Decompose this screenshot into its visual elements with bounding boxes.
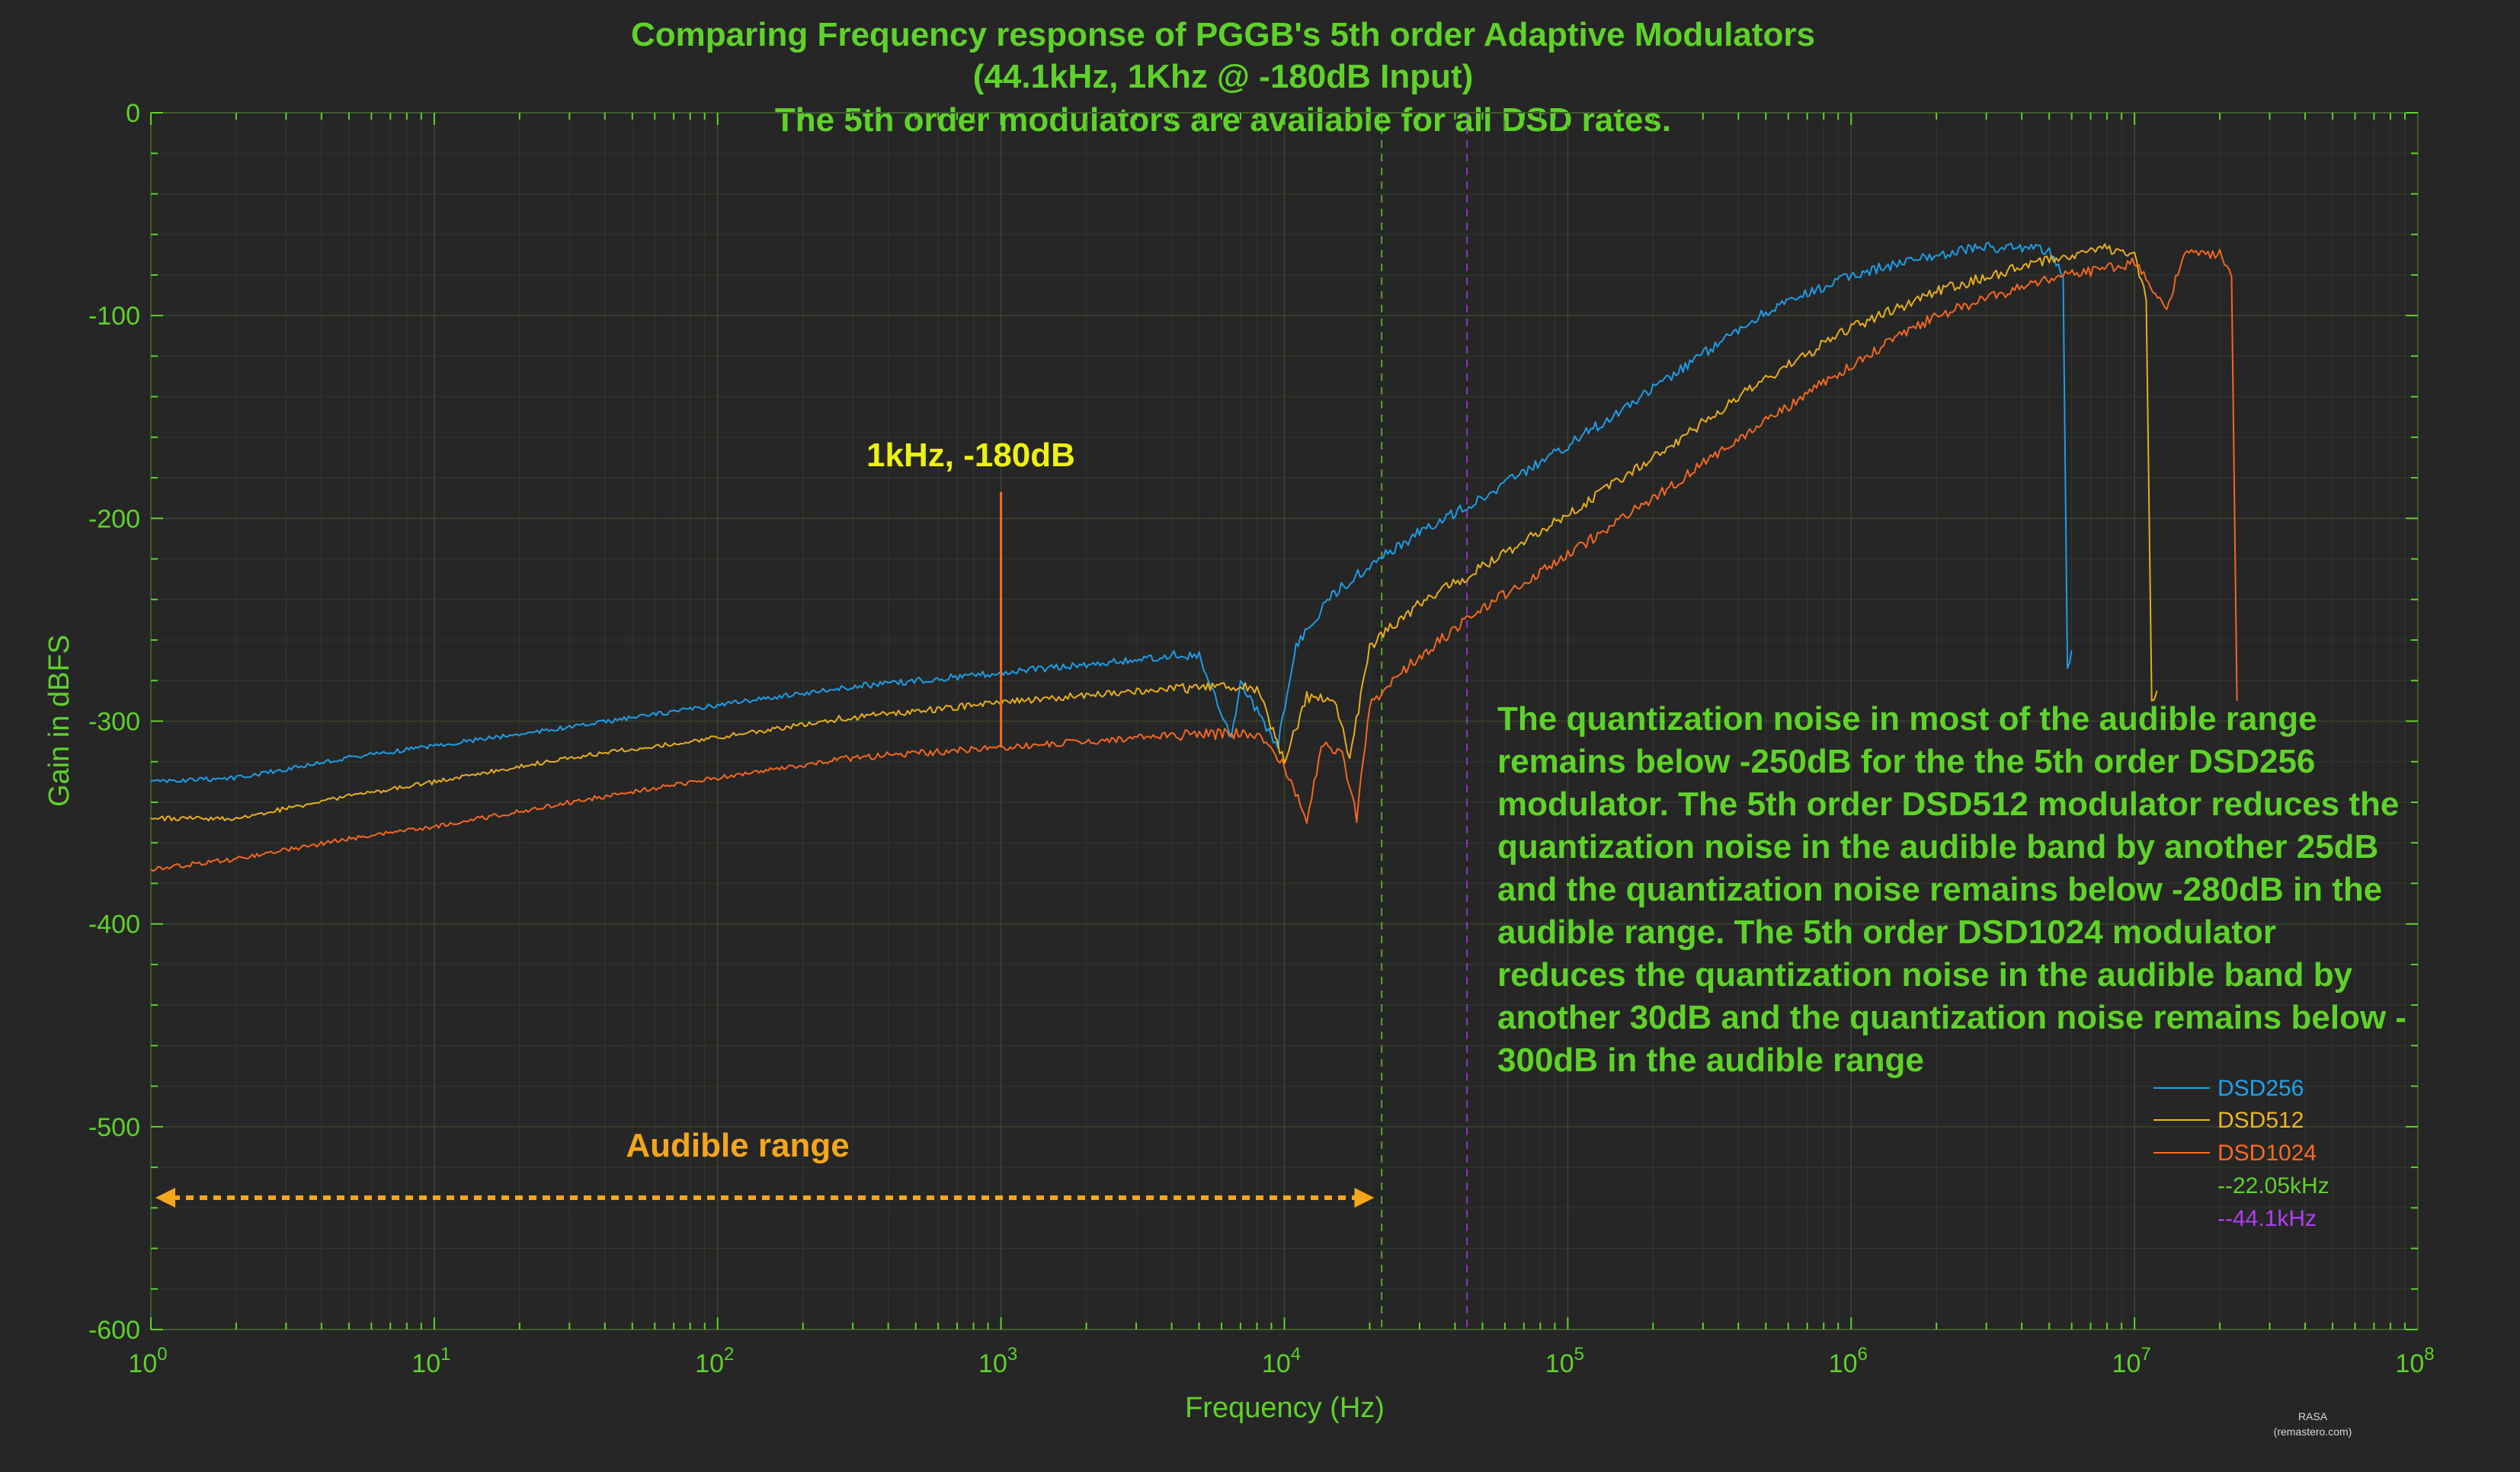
series-dsd1024-line (150, 248, 2238, 872)
chart-title-line-3: The 5th order modulators are available f… (775, 101, 1671, 139)
x-tick-label: 108 (2395, 1344, 2434, 1378)
paragraph-line: another 30dB and the quantization noise … (1497, 999, 2406, 1036)
credit-name: RASA (2298, 1410, 2328, 1422)
x-tick-label: 103 (978, 1344, 1017, 1378)
x-tick-label: 101 (411, 1344, 450, 1378)
series-dsd256-line (150, 242, 2073, 783)
x-tick-label: 104 (1262, 1344, 1301, 1378)
y-axis-label: Gain in dBFS (43, 635, 75, 807)
paragraph-line: 300dB in the audible range (1497, 1042, 1924, 1079)
paragraph-line: reduces the quantization noise in the au… (1497, 956, 2353, 994)
legend-label-dsd1024: DSD1024 (2217, 1141, 2317, 1166)
y-tick-label: -200 (88, 504, 140, 533)
x-tick-label: 100 (128, 1344, 167, 1378)
paragraph-line: modulator. The 5th order DSD512 modulato… (1497, 786, 2399, 823)
credit-site: (remastero.com) (2274, 1426, 2352, 1438)
legend-label-dsd512: DSD512 (2217, 1108, 2304, 1133)
chart-title-line-1: Comparing Frequency response of PGGB's 5… (631, 16, 1815, 53)
x-tick-label: 102 (695, 1344, 734, 1378)
audible-range-label: Audible range (626, 1127, 849, 1164)
y-tick-label: -500 (88, 1113, 140, 1142)
paragraph-line: quantization noise in the audible band b… (1497, 828, 2378, 866)
x-axis-label: Frequency (Hz) (1185, 1392, 1385, 1424)
audible-range-arrow (155, 1187, 1375, 1208)
y-tick-label: -100 (88, 302, 140, 331)
legend-label-22k: --22.05kHz (2217, 1173, 2329, 1198)
audible-arrow-right-head (1354, 1187, 1375, 1208)
marker-layer (1381, 113, 1468, 1330)
paragraph-line: The quantization noise in most of the au… (1497, 700, 2317, 738)
series-dsd512-line (150, 243, 2158, 822)
y-tick-label: -600 (88, 1316, 140, 1345)
annotation-paragraph: The quantization noise in most of the au… (1497, 700, 2406, 1079)
x-tick-label: 106 (1829, 1344, 1868, 1378)
paragraph-line: audible range. The 5th order DSD1024 mod… (1497, 914, 2276, 951)
legend: DSD256 DSD512 DSD1024 --22.05kHz --44.1k… (2153, 1076, 2329, 1231)
tick-layer (150, 112, 2418, 1330)
grid-layer (150, 112, 2418, 1330)
y-tick-label: -400 (88, 910, 140, 939)
audible-arrow-left-head (155, 1187, 175, 1208)
x-tick-label: 107 (2112, 1344, 2151, 1378)
paragraph-line: and the quantization noise remains below… (1497, 871, 2382, 908)
legend-label-dsd256: DSD256 (2217, 1076, 2304, 1101)
chart-title-line-2: (44.1kHz, 1Khz @ -180dB Input) (973, 58, 1474, 95)
legend-label-44k: --44.1kHz (2217, 1206, 2317, 1231)
paragraph-line: remains below -250dB for the the 5th ord… (1497, 743, 2315, 780)
series-layer (150, 242, 2238, 872)
x-tick-label: 105 (1545, 1344, 1584, 1378)
spike-annotation: 1kHz, -180dB (866, 437, 1075, 474)
y-tick-label: 0 (126, 99, 140, 128)
y-tick-label: -300 (88, 708, 140, 737)
